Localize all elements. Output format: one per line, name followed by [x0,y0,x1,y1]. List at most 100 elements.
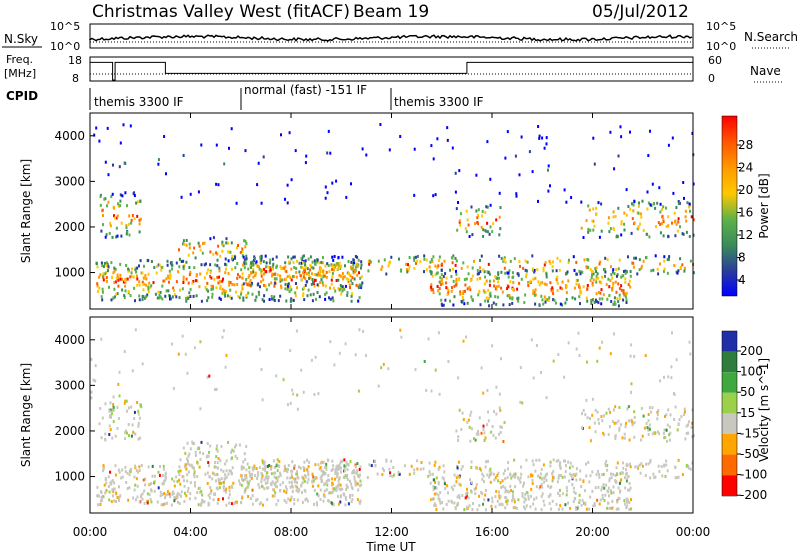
backscatter-cell [585,462,587,466]
backscatter-cell [592,228,595,232]
backscatter-cell [183,479,185,483]
backscatter-cell [377,384,380,388]
backscatter-cell [242,255,245,259]
backscatter-cell [100,261,103,265]
backscatter-cell [677,202,680,206]
backscatter-cell [351,498,354,502]
backscatter-cell [166,492,169,496]
backscatter-cell [97,494,99,498]
backscatter-cell [631,202,633,206]
freq-step-line [90,61,693,81]
backscatter-cell [455,480,458,484]
backscatter-cell [484,493,487,497]
backscatter-cell [113,266,116,270]
backscatter-cell [626,407,629,411]
backscatter-cell [116,292,119,296]
backscatter-cell [303,286,305,290]
backscatter-cell [604,256,607,260]
backscatter-cell [589,474,592,478]
backscatter-cell [260,280,263,284]
backscatter-cell [592,272,595,276]
noise-left-tick-top: 10^5 [50,20,80,33]
backscatter-cell [280,267,283,271]
backscatter-cell [557,353,560,356]
backscatter-cell [494,505,497,509]
backscatter-cell [582,285,585,289]
backscatter-cell [135,498,137,502]
backscatter-cell [397,473,400,477]
backscatter-cell [281,278,284,282]
backscatter-cell [490,472,493,475]
backscatter-cell [215,447,218,451]
backscatter-cell [524,492,527,496]
backscatter-cell [184,352,187,356]
backscatter-cell [126,230,129,234]
backscatter-cell [633,415,636,419]
backscatter-cell [601,419,604,423]
backscatter-cell [625,421,627,425]
backscatter-cell [430,288,433,292]
backscatter-cell [473,259,475,263]
backscatter-cell [290,178,293,182]
backscatter-cell [132,430,135,434]
backscatter-cell [217,477,220,481]
backscatter-cell [527,494,530,498]
backscatter-cell [342,275,345,279]
backscatter-cell [642,229,645,232]
backscatter-cell [492,433,495,437]
backscatter-cell [540,281,543,285]
backscatter-cell [654,475,657,479]
backscatter-cell [336,267,339,271]
backscatter-cell [117,382,120,386]
backscatter-cell [322,460,325,464]
backscatter-cell [300,368,303,372]
backscatter-cell [177,270,180,274]
backscatter-cell [465,507,468,511]
backscatter-cell [243,261,246,265]
backscatter-cell [124,431,127,435]
backscatter-cell [446,484,449,488]
backscatter-cell [671,331,673,335]
backscatter-cell [492,222,495,226]
backscatter-cell [188,291,191,295]
backscatter-cell [253,464,256,468]
backscatter-cell [131,423,134,427]
backscatter-cell [504,506,507,510]
backscatter-cell [110,415,113,419]
backscatter-cell [351,292,354,296]
backscatter-cell [291,480,293,484]
backscatter-cell [108,424,111,428]
backscatter-cell [639,222,642,226]
backscatter-cell [432,157,435,161]
backscatter-cell [499,495,502,499]
backscatter-cell [121,475,124,479]
backscatter-cell [312,280,315,284]
backscatter-cell [332,258,335,262]
backscatter-cell [640,264,643,268]
backscatter-cell [193,442,196,446]
velocity-cb-tick-label: -50 [740,447,760,461]
backscatter-cell [357,258,360,262]
backscatter-cell [112,420,115,424]
backscatter-cell [537,199,539,203]
backscatter-cell [207,461,210,464]
backscatter-cell [589,279,592,282]
backscatter-cell [617,206,620,210]
backscatter-cell [390,255,393,259]
backscatter-cell [408,472,411,476]
backscatter-cell [337,502,340,506]
backscatter-cell [134,299,136,303]
backscatter-cell [529,279,532,283]
backscatter-cell [558,268,561,272]
backscatter-cell [290,298,293,302]
backscatter-cell [649,476,652,480]
backscatter-cell [459,223,462,227]
backscatter-cell [683,407,686,411]
backscatter-cell [102,273,105,277]
backscatter-cell [341,487,344,491]
backscatter-cell [628,438,631,442]
backscatter-cell [420,461,423,464]
backscatter-cell [287,497,290,501]
backscatter-cell [607,433,610,437]
backscatter-cell [388,467,391,471]
